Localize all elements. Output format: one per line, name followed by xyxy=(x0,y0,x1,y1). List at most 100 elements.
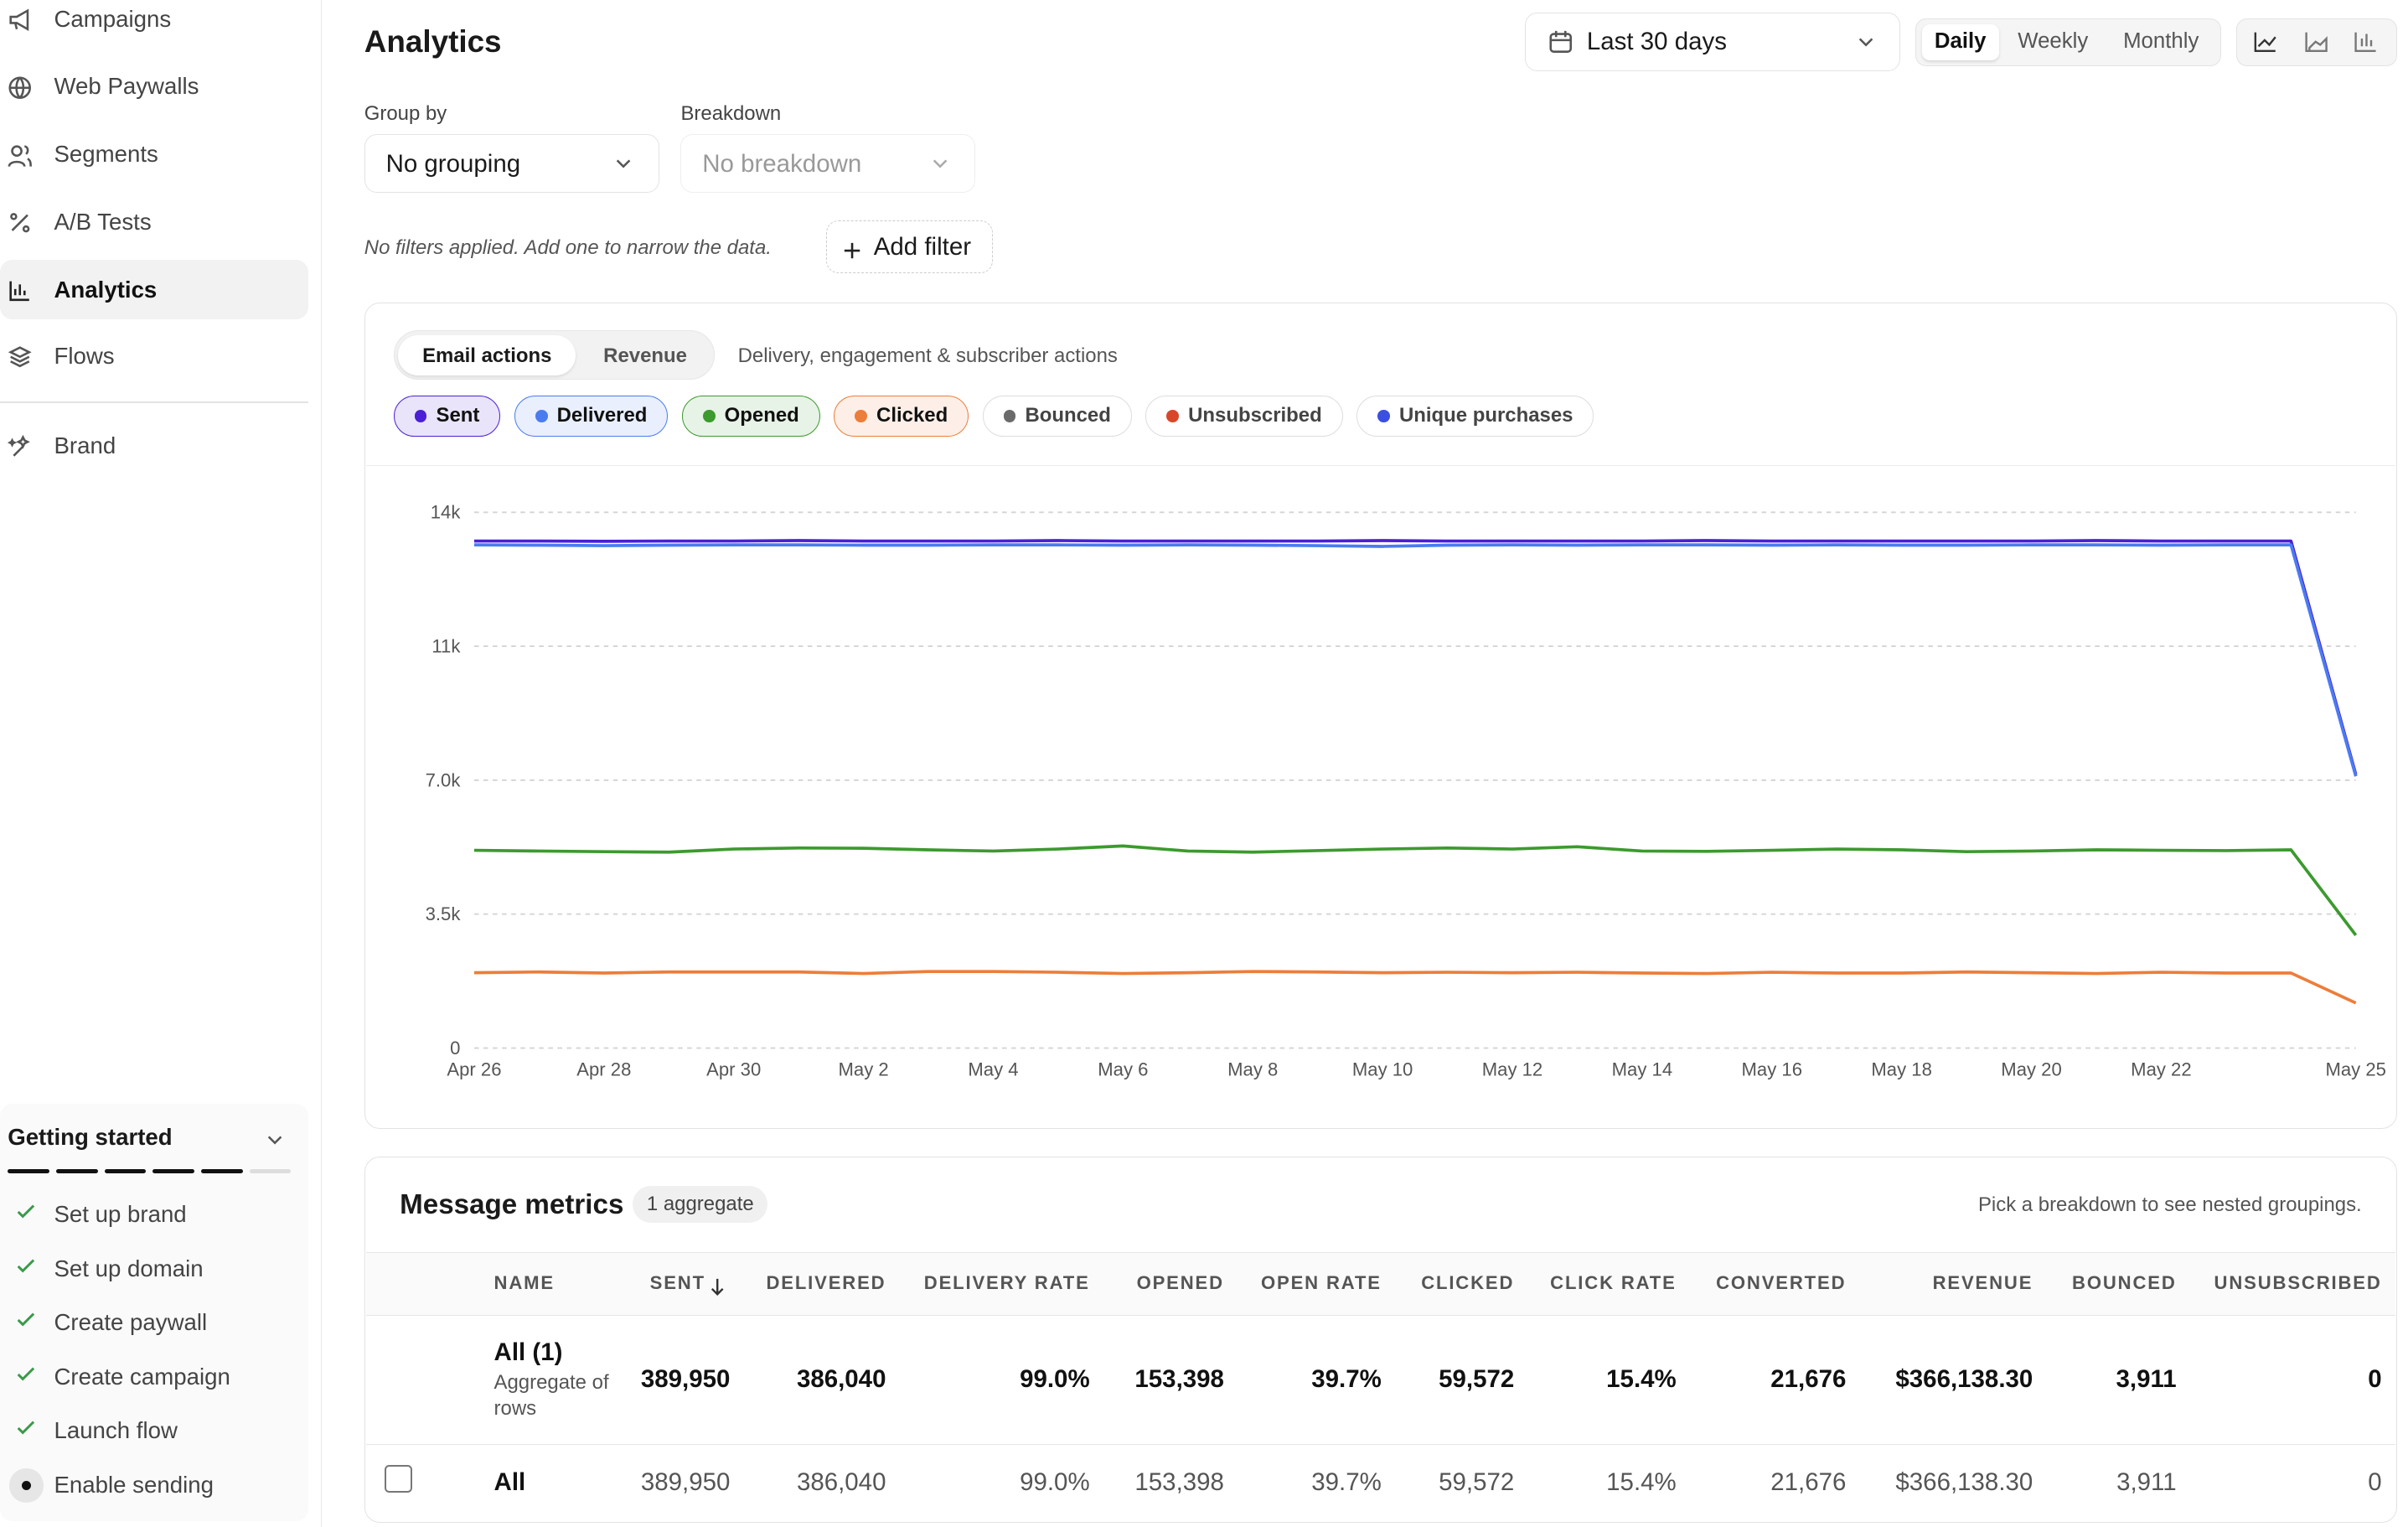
column-header[interactable]: OPEN RATE xyxy=(1261,1272,1382,1294)
legend-item[interactable]: Delivered xyxy=(514,395,669,437)
chevron xyxy=(617,159,631,168)
x-tick-label: May 8 xyxy=(1227,1059,1278,1080)
legend-item[interactable]: Unique purchases xyxy=(1356,395,1594,437)
table-cell: 153,398 xyxy=(1134,1364,1224,1393)
chart-panel xyxy=(364,303,2398,1129)
nav-item[interactable]: Analytics xyxy=(54,276,158,303)
icon xyxy=(9,8,29,32)
calendar-icon xyxy=(1548,29,1573,60)
series-line xyxy=(473,970,2357,1005)
checklist-step[interactable]: Set up domain xyxy=(54,1255,204,1281)
column-header[interactable]: CLICK RATE xyxy=(1550,1272,1677,1294)
column-header[interactable]: CONVERTED xyxy=(1716,1272,1847,1294)
divider xyxy=(365,464,2396,467)
nav-item[interactable]: Campaigns xyxy=(54,6,172,33)
table-cell: $366,138.30 xyxy=(1895,1364,2033,1393)
legend: Sent Delivered Opened Clicked Bounced Unsubsc… xyxy=(393,395,1594,437)
series-line xyxy=(473,539,2358,775)
column-header[interactable]: DELIVERED xyxy=(766,1272,886,1294)
chart-type-icons xyxy=(2254,29,2385,60)
tab[interactable]: Email actions xyxy=(422,344,552,367)
table-cell: 39.7% xyxy=(1311,1364,1382,1393)
table-cell: $366,138.30 xyxy=(1895,1468,2033,1497)
legend-item[interactable]: Opened xyxy=(681,395,820,437)
chevron xyxy=(933,159,948,168)
legend-item[interactable]: Clicked xyxy=(834,395,969,437)
table-cell: 21,676 xyxy=(1770,1364,1847,1393)
y-tick-label: 11k xyxy=(431,636,461,657)
breakdown-select[interactable] xyxy=(680,134,976,194)
check-icon xyxy=(15,1364,37,1391)
table-cell: 389,950 xyxy=(640,1468,731,1497)
add-filter-button[interactable] xyxy=(825,220,993,274)
table-cell: 386,040 xyxy=(796,1364,886,1393)
legend-item[interactable]: Unsubscribed xyxy=(1145,395,1343,437)
separator xyxy=(0,401,309,403)
series-line xyxy=(473,844,2357,937)
nav-item[interactable]: A/B Tests xyxy=(54,208,152,235)
column-header[interactable]: NAME xyxy=(493,1272,555,1294)
legend-label: Delivered xyxy=(556,404,648,427)
plus-icon xyxy=(843,238,861,267)
check-icon xyxy=(15,1255,37,1283)
table-cell: 389,950 xyxy=(640,1364,731,1393)
y-tick-label: 14k xyxy=(430,502,461,523)
check-icon xyxy=(15,1309,37,1337)
section-title: Getting started xyxy=(8,1124,173,1151)
column-header[interactable]: BOUNCED xyxy=(2072,1272,2177,1294)
legend-item[interactable]: Bounced xyxy=(982,395,1132,437)
row-checkbox[interactable] xyxy=(384,1465,412,1493)
icon xyxy=(8,76,32,100)
column-header[interactable]: UNSUBSCRIBED xyxy=(2214,1272,2382,1294)
legend-item[interactable]: Sent xyxy=(393,395,501,437)
checklist-step[interactable]: Enable sending xyxy=(54,1471,214,1498)
table-cell: 0 xyxy=(2368,1468,2382,1497)
chevron[interactable] xyxy=(266,1131,284,1149)
table-cell: 15.4% xyxy=(1606,1468,1677,1497)
progress-segment xyxy=(152,1168,194,1174)
checklist-step[interactable]: Create campaign xyxy=(54,1363,230,1390)
column-header[interactable]: REVENUE xyxy=(1932,1272,2033,1294)
sort-icon xyxy=(710,1274,725,1302)
legend-dot xyxy=(535,410,548,422)
table-cell: 0 xyxy=(2368,1364,2382,1393)
icon xyxy=(8,346,32,368)
chevron xyxy=(1859,38,1873,47)
table-cell: 39.7% xyxy=(1311,1468,1382,1497)
line-chart: 0 3.5k 7.0k 11k 14k Apr 26 Apr 28 Apr 30 May 2 Ma… xyxy=(425,502,2385,1080)
page-title: Analytics xyxy=(364,24,502,60)
nav-item[interactable]: Web Paywalls xyxy=(54,72,199,99)
nav-item[interactable]: Segments xyxy=(54,140,158,167)
group-by-select[interactable] xyxy=(364,134,659,194)
nav-item[interactable]: Brand xyxy=(54,432,116,458)
icon xyxy=(8,434,31,457)
sidebar: Campaigns Web Paywalls Segments A/B Tests An… xyxy=(0,0,323,1527)
date-range-select[interactable] xyxy=(1525,12,1900,71)
column-header[interactable]: SENT xyxy=(649,1272,705,1294)
progress-segment xyxy=(8,1168,49,1174)
legend-dot xyxy=(855,410,867,422)
legend-dot xyxy=(702,410,716,422)
table-cell: 3,911 xyxy=(2116,1364,2177,1393)
legend-label: Unique purchases xyxy=(1398,404,1573,427)
column-header[interactable]: OPENED xyxy=(1136,1272,1224,1294)
icon xyxy=(10,212,30,232)
period-option[interactable]: Monthly xyxy=(2123,29,2199,53)
checklist-step[interactable]: Create paywall xyxy=(54,1309,208,1336)
tab[interactable]: Revenue xyxy=(603,344,687,367)
nav-item[interactable]: Flows xyxy=(54,342,115,369)
table-cell: All (1) xyxy=(493,1338,563,1367)
check-icon xyxy=(15,1201,37,1229)
checklist-step[interactable]: Set up brand xyxy=(54,1201,187,1228)
progress-segment xyxy=(200,1168,243,1174)
x-tick-label: May 16 xyxy=(1741,1059,1801,1080)
period-option[interactable]: Weekly xyxy=(2018,29,2089,53)
period-option[interactable]: Daily xyxy=(1934,29,1987,53)
aggregate-note: Aggregate of rows xyxy=(493,1371,609,1421)
column-header[interactable]: CLICKED xyxy=(1421,1272,1515,1294)
icon xyxy=(9,281,29,301)
active-nav-bg xyxy=(0,259,309,320)
checklist-step[interactable]: Launch flow xyxy=(54,1417,178,1444)
column-header[interactable]: DELIVERY RATE xyxy=(923,1272,1090,1294)
